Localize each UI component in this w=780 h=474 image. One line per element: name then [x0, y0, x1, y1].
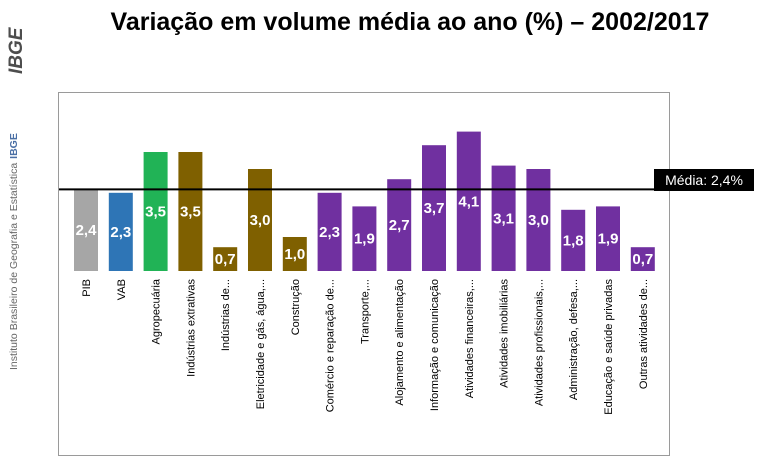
bar — [491, 165, 516, 271]
bar — [213, 247, 238, 271]
institute-abbr: IBGE — [8, 133, 20, 159]
bar — [352, 206, 377, 271]
bar — [178, 152, 203, 271]
ibge-logo: IBGE — [4, 12, 30, 102]
data-label: 3,7 — [424, 200, 445, 217]
bar — [143, 152, 168, 271]
data-label: 3,1 — [493, 210, 514, 227]
data-label: 2,3 — [319, 224, 340, 241]
chart-title: Variação em volume média ao ano (%) – 20… — [110, 8, 710, 36]
category-label: VAB — [116, 279, 128, 300]
category-label: Transporte,... — [359, 279, 371, 344]
category-label: Comércio e reparação de... — [325, 279, 337, 412]
bar — [248, 169, 272, 271]
bar — [561, 209, 586, 271]
institute-full-name: Instituto Brasileiro de Geografia e Esta… — [8, 162, 20, 370]
category-label: Informação e comunicação — [429, 279, 441, 411]
data-label: 4,1 — [458, 193, 479, 210]
category-label: Alojamento e alimentação — [394, 279, 406, 406]
data-label: 1,9 — [598, 231, 619, 248]
category-label: Atividades imobiliárias — [499, 279, 511, 388]
bar — [526, 169, 551, 271]
category-label: Educação e saúde privadas — [603, 279, 615, 415]
data-label: 1,9 — [354, 231, 375, 248]
category-label: Outras atividades de... — [638, 279, 650, 389]
data-label: 3,5 — [145, 204, 166, 221]
data-label: 3,0 — [250, 212, 271, 229]
category-label: Atividades profissionais,... — [533, 279, 545, 406]
bar — [387, 179, 412, 271]
category-label: Agropecuária — [151, 278, 163, 344]
bar — [456, 131, 481, 271]
category-label: Administração, defesa,... — [568, 279, 580, 400]
bar — [317, 192, 342, 271]
data-label: 0,7 — [632, 251, 653, 268]
category-label: Construção — [290, 279, 302, 335]
data-label: 2,4 — [76, 222, 98, 239]
logo-text: IBGE — [6, 27, 27, 74]
bar — [630, 247, 655, 271]
data-label: 3,5 — [180, 204, 201, 221]
institute-name: Instituto Brasileiro de Geografia e Esta… — [8, 133, 20, 370]
bar-chart: 2,4 PIB 2,3 VAB 3,5 Agropecuária 3,5 Indústrias… — [59, 131, 669, 415]
average-label: Média: 2,4% — [654, 169, 754, 191]
bar — [596, 206, 620, 271]
data-label: 2,3 — [110, 224, 131, 241]
sidebar: IBGE Instituto Brasileiro de Geografia e… — [0, 0, 40, 474]
bar — [74, 189, 98, 271]
bar — [282, 237, 307, 271]
data-label: 0,7 — [215, 251, 236, 268]
data-label: 3,0 — [528, 212, 549, 229]
bar — [422, 145, 446, 271]
category-label: Indústrias de... — [220, 279, 232, 351]
category-label: Indústrias extrativas — [185, 279, 197, 377]
data-label: 1,8 — [563, 232, 584, 249]
category-label: Atividades financeiras,... — [464, 279, 476, 398]
category-label: PIB — [81, 279, 93, 297]
data-label: 1,0 — [284, 246, 305, 263]
data-label: 2,7 — [389, 217, 410, 234]
category-label: Eletricidade e gás, água,... — [255, 279, 267, 409]
bar — [108, 192, 133, 271]
chart-area: 2,4 PIB 2,3 VAB 3,5 Agropecuária 3,5 Indústrias… — [58, 92, 670, 456]
